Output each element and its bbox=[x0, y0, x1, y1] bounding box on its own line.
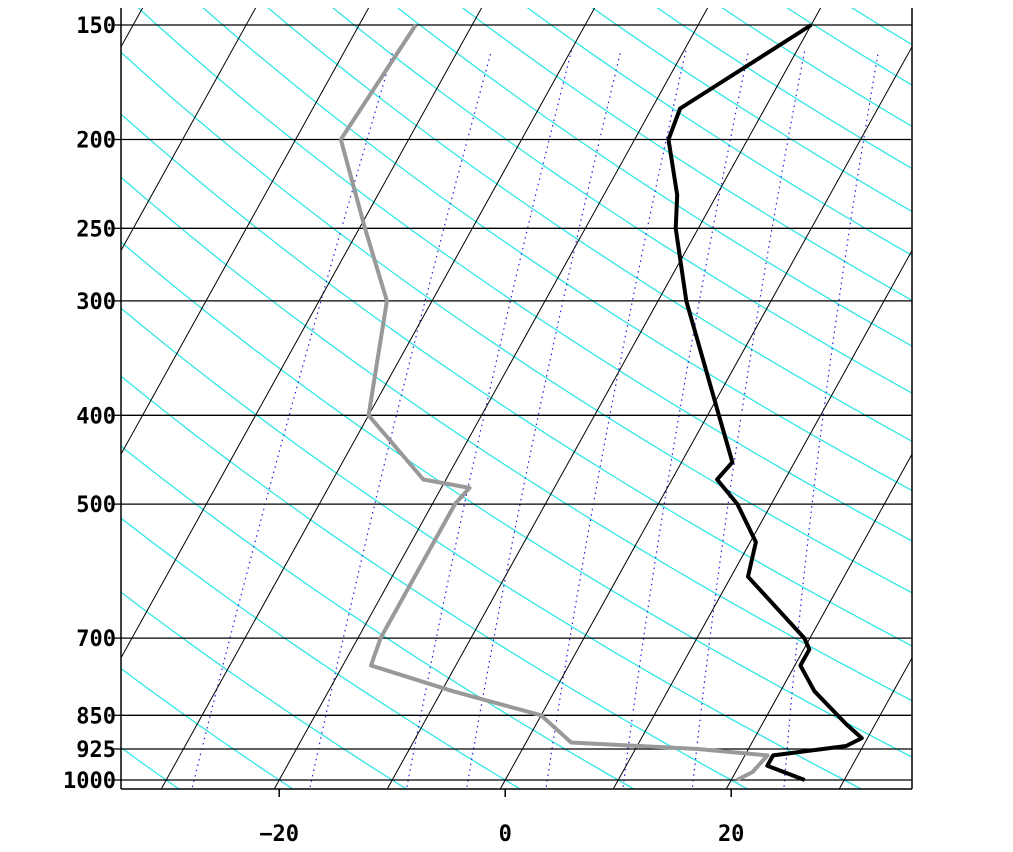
mixing-ratio-line bbox=[545, 50, 687, 789]
isotherm-line bbox=[160, 8, 596, 789]
dry-adiabat-line bbox=[121, 591, 408, 789]
isotherm-line bbox=[121, 8, 370, 456]
pressure-tick-label: 300 bbox=[76, 290, 116, 315]
dry-adiabat-line bbox=[926, 0, 1013, 803]
isotherm-line bbox=[838, 656, 912, 789]
pressure-tick-label: 250 bbox=[76, 217, 116, 242]
plot-background bbox=[121, 8, 912, 789]
isotherm-line bbox=[725, 453, 912, 789]
dry-adiabat-line bbox=[121, 667, 294, 789]
mixing-ratio-line bbox=[465, 50, 622, 789]
pressure-tick-label: 925 bbox=[76, 738, 116, 763]
isotherm-line bbox=[386, 8, 822, 789]
dry-adiabat-line bbox=[461, 8, 912, 302]
mixing-ratio-line bbox=[405, 50, 573, 789]
dry-adiabat-line bbox=[987, 0, 1013, 803]
dry-adiabat-line bbox=[267, 8, 912, 442]
temperature-axis-labels: −20 0 20 bbox=[259, 822, 744, 847]
mixing-ratio-line bbox=[691, 50, 806, 789]
isotherm-line bbox=[121, 8, 483, 659]
temperature-tick-label: 0 bbox=[499, 822, 512, 847]
sounding-profile-line bbox=[338, 23, 770, 782]
dry-adiabat-line bbox=[121, 113, 912, 647]
temperature-tick-label: 20 bbox=[718, 822, 745, 847]
isotherm-line bbox=[499, 45, 912, 789]
isotherms bbox=[0, 0, 1013, 818]
dry-adiabat-line bbox=[332, 8, 912, 394]
temperature-tick-label: −20 bbox=[259, 822, 299, 847]
mixing-ratio-line bbox=[622, 50, 750, 789]
pressure-axis-labels: 150 200 250 300 400 500 700 850 925 1000 bbox=[63, 14, 116, 794]
dry-adiabat-line bbox=[121, 445, 636, 789]
pressure-tick-label: 150 bbox=[76, 14, 116, 39]
axes bbox=[112, 8, 913, 797]
dry-adiabat-line bbox=[202, 8, 912, 492]
pressure-tick-label: 400 bbox=[76, 404, 116, 429]
isotherm-line bbox=[936, 0, 1013, 818]
pressure-tick-label: 200 bbox=[76, 129, 116, 154]
pressure-tick-label: 1000 bbox=[63, 769, 116, 794]
pressure-tick-label: 850 bbox=[76, 704, 116, 729]
dry-adiabat-line bbox=[396, 8, 912, 347]
dry-adiabat-line bbox=[121, 241, 912, 758]
dry-adiabats bbox=[0, 0, 1013, 803]
dry-adiabat-line bbox=[121, 51, 912, 594]
isotherm-line bbox=[121, 8, 257, 252]
dry-adiabat-line bbox=[121, 375, 749, 789]
mixing-ratio-line bbox=[191, 50, 394, 789]
dry-adiabat-line bbox=[137, 8, 912, 542]
dry-adiabat-line bbox=[121, 517, 522, 789]
isotherm-line bbox=[0, 0, 69, 818]
isotherm-line bbox=[273, 8, 709, 789]
sounding-profile-line bbox=[666, 23, 864, 782]
sounding-profiles bbox=[338, 23, 864, 782]
dry-adiabat-line bbox=[121, 307, 863, 789]
mixing-ratio-lines bbox=[191, 50, 880, 789]
dry-adiabat-line bbox=[0, 0, 85, 803]
isobars bbox=[121, 24, 912, 781]
dry-adiabat-line bbox=[121, 176, 912, 702]
isotherm-line bbox=[612, 249, 912, 789]
pressure-tick-label: 700 bbox=[76, 627, 116, 652]
pressure-tick-label: 500 bbox=[76, 493, 116, 518]
mixing-ratio-line bbox=[783, 50, 880, 789]
